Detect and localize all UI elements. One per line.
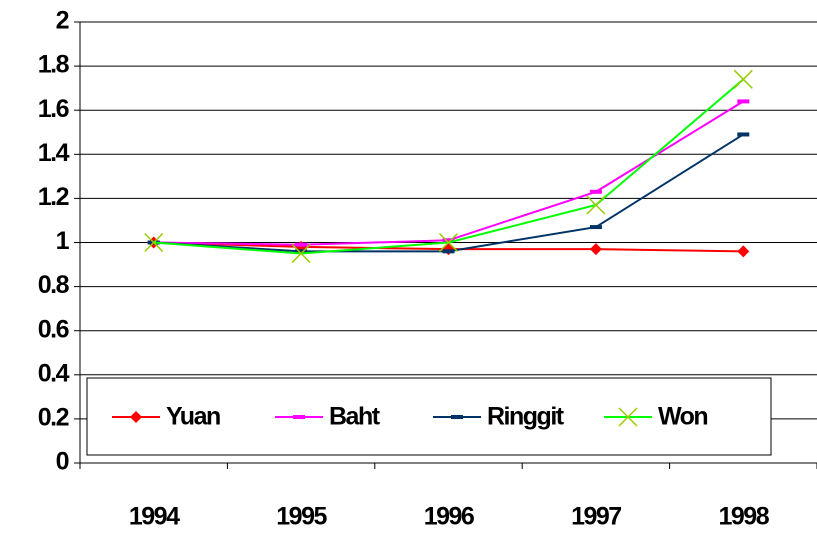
legend-label: Ringgit xyxy=(487,403,565,431)
x-tick-label: 1996 xyxy=(424,503,474,531)
x-tick-label: 1997 xyxy=(571,503,621,531)
marker xyxy=(733,69,753,89)
y-tick-label: 0.8 xyxy=(38,271,70,299)
marker xyxy=(442,249,455,254)
y-tick-label: 1 xyxy=(56,227,70,255)
y-tick-label: 1.8 xyxy=(38,51,70,79)
marker xyxy=(737,99,750,104)
marker xyxy=(589,243,602,256)
marker xyxy=(586,195,606,215)
series-line xyxy=(153,100,744,246)
marker xyxy=(438,232,459,253)
marker xyxy=(589,225,602,230)
y-tick-label: 1.2 xyxy=(38,183,69,211)
series-line xyxy=(153,78,744,255)
y-tick-label: 1.4 xyxy=(38,139,70,167)
y-tick-label: 0 xyxy=(56,448,69,476)
series-line xyxy=(153,133,744,253)
x-tick-label: 1995 xyxy=(276,503,327,531)
marker xyxy=(737,245,750,258)
legend-label: Baht xyxy=(329,403,381,431)
y-tick-label: 1.6 xyxy=(38,95,69,123)
marker xyxy=(451,415,463,419)
legend: Yuan Baht Ringgit Won xyxy=(86,377,772,456)
y-tick-label: 0.4 xyxy=(38,359,70,387)
marker xyxy=(295,249,308,254)
legend-label: Won xyxy=(658,403,707,431)
marker xyxy=(144,232,164,253)
x-tick-label: 1998 xyxy=(718,503,769,531)
marker xyxy=(442,238,455,243)
y-tick-label: 2 xyxy=(56,7,69,35)
legend-label: Yuan xyxy=(166,403,220,431)
y-tick-label: 0.6 xyxy=(38,315,69,343)
marker xyxy=(589,189,602,194)
marker xyxy=(293,415,305,419)
marker xyxy=(291,243,311,264)
y-tick-label: 0.2 xyxy=(38,404,69,432)
marker xyxy=(737,132,750,137)
marker xyxy=(295,242,308,247)
legend-box xyxy=(86,377,772,456)
marker xyxy=(130,411,142,423)
marker xyxy=(618,407,638,427)
x-tick-label: 1994 xyxy=(129,503,180,531)
